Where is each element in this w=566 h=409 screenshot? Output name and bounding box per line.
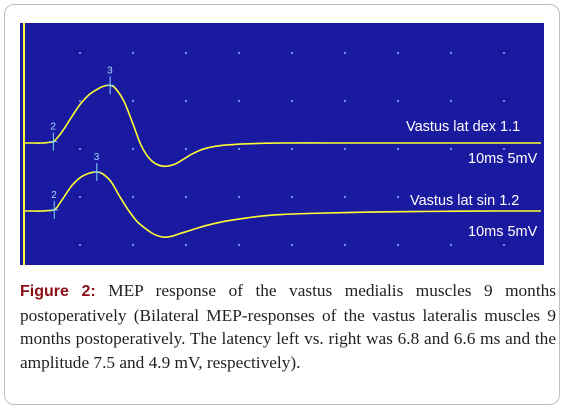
grid-dot	[132, 100, 134, 102]
grid-dot	[291, 52, 293, 54]
grid-dot	[79, 148, 81, 150]
grid-dot	[450, 196, 452, 198]
trace-line-0	[25, 84, 541, 168]
grid-dot	[238, 100, 240, 102]
emg-plot: 2 3 2 3 Vastus lat dex 1.1 10ms 5mV Vastus …	[20, 23, 544, 265]
grid-dot	[132, 52, 134, 54]
trace-label-sin: Vastus lat sin 1.2	[410, 193, 519, 209]
grid-dot	[79, 244, 81, 246]
grid-dot	[450, 100, 452, 102]
grid-dot	[344, 52, 346, 54]
grid-dot	[238, 244, 240, 246]
grid-dot	[397, 196, 399, 198]
trace-scale-sin: 10ms 5mV	[468, 224, 538, 240]
grid-dot	[450, 52, 452, 54]
grid-dot	[185, 196, 187, 198]
grid-dot	[238, 148, 240, 150]
grid-dot	[503, 100, 505, 102]
emg-plot-svg: 2 3 2 3 Vastus lat dex 1.1 10ms 5mV Vastus …	[23, 23, 541, 265]
grid-dot	[185, 100, 187, 102]
caption-label: Figure 2:	[20, 283, 96, 300]
grid-dot	[291, 196, 293, 198]
grid-dot	[291, 100, 293, 102]
grid-dot	[397, 148, 399, 150]
grid-dot	[185, 148, 187, 150]
trace-label-dex: Vastus lat dex 1.1	[406, 119, 520, 135]
grid-dot	[291, 244, 293, 246]
figure-caption: Figure 2: MEP response of the vastus med…	[20, 279, 556, 374]
traces: 2 3 2 3	[25, 65, 541, 238]
marker-label: 2	[51, 190, 57, 201]
grid-dot	[79, 52, 81, 54]
grid-dot	[397, 244, 399, 246]
trace-scale-dex: 10ms 5mV	[468, 151, 538, 167]
grid-dot	[503, 52, 505, 54]
grid-dot	[344, 148, 346, 150]
grid-dot	[503, 148, 505, 150]
grid-dot	[132, 196, 134, 198]
figure-frame	[4, 4, 560, 405]
grid-dot	[291, 148, 293, 150]
grid-dot	[132, 244, 134, 246]
grid-dot	[344, 100, 346, 102]
grid-dot	[397, 100, 399, 102]
grid-dot	[185, 244, 187, 246]
grid-dot	[79, 196, 81, 198]
grid-dot	[344, 244, 346, 246]
grid-dot	[503, 244, 505, 246]
grid-dot	[450, 148, 452, 150]
grid-dot	[79, 100, 81, 102]
trace-line-1	[25, 171, 541, 238]
grid-dot	[397, 52, 399, 54]
grid-dot	[344, 196, 346, 198]
caption-text: MEP response of the vastus medialis musc…	[20, 281, 556, 372]
grid-dots	[79, 52, 505, 246]
marker-label: 3	[94, 152, 100, 163]
grid-dot	[503, 196, 505, 198]
grid-dot	[450, 244, 452, 246]
marker-label: 3	[107, 65, 113, 76]
grid-dot	[238, 196, 240, 198]
grid-dot	[132, 148, 134, 150]
grid-dot	[185, 52, 187, 54]
grid-dot	[238, 52, 240, 54]
marker-label: 2	[50, 122, 56, 133]
